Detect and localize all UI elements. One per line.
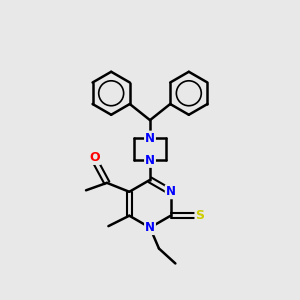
Text: N: N <box>145 132 155 145</box>
Text: N: N <box>145 154 155 167</box>
Text: O: O <box>90 151 100 164</box>
Text: S: S <box>196 209 205 222</box>
Text: N: N <box>145 221 155 234</box>
Text: N: N <box>166 185 176 198</box>
